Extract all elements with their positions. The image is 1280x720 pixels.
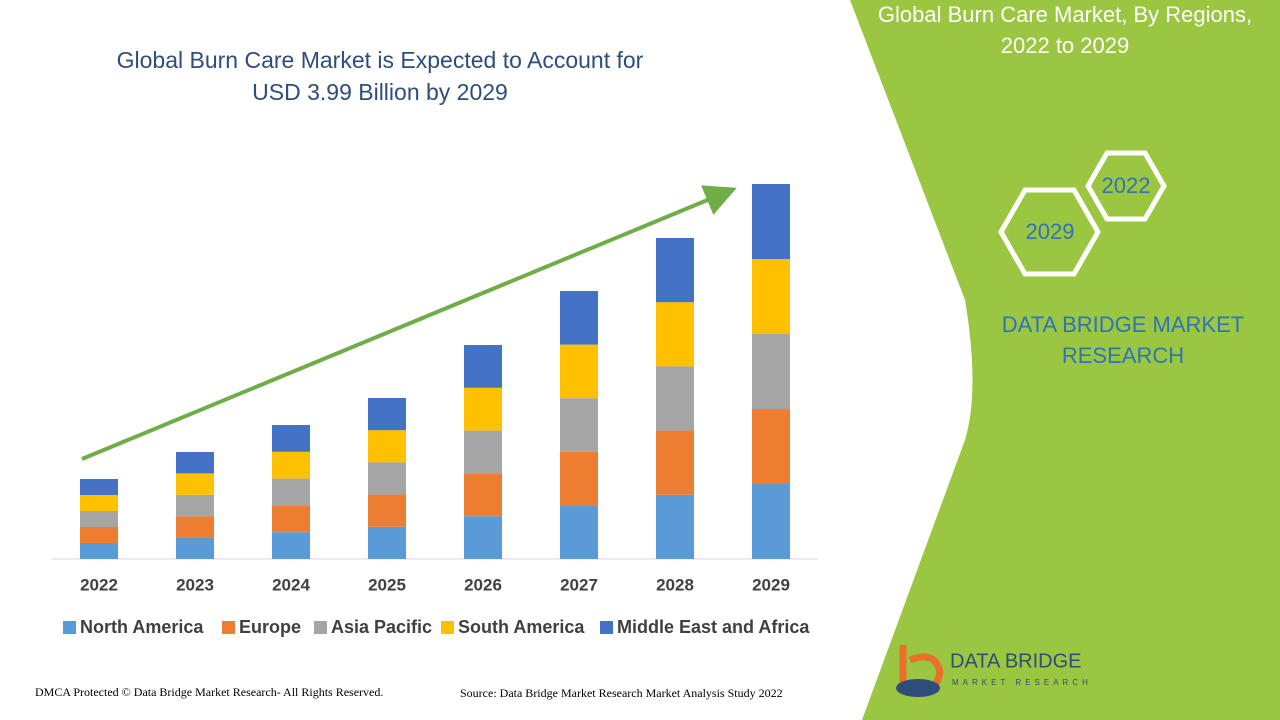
- bar-segment: [176, 473, 214, 495]
- green-panel: [850, 0, 1280, 720]
- x-tick-label: 2024: [272, 575, 310, 594]
- bar-segment: [368, 430, 406, 463]
- bar-segment: [80, 495, 118, 511]
- bar-segment: [272, 505, 310, 533]
- source: Source: Data Bridge Market Research Mark…: [460, 686, 783, 700]
- bar-segment: [560, 344, 598, 399]
- bar-segment: [176, 537, 214, 559]
- bar-segment: [272, 478, 310, 506]
- bar-segment: [464, 345, 502, 388]
- legend-swatch: [63, 621, 76, 634]
- trend-arrow: [81, 185, 737, 461]
- chart-title: Global Burn Care Market is Expected to A…: [117, 47, 644, 73]
- bar-segment: [752, 484, 790, 559]
- legend-swatch: [600, 621, 613, 634]
- bar-segment: [560, 505, 598, 559]
- hex-label: 2022: [1102, 173, 1151, 198]
- bar-segment: [464, 516, 502, 559]
- panel-title: Global Burn Care Market, By Regions,: [878, 2, 1252, 27]
- bar-segment: [464, 430, 502, 474]
- panel-title: 2022 to 2029: [1001, 33, 1129, 58]
- bar-segment: [560, 398, 598, 452]
- legend-swatch: [222, 621, 235, 634]
- bar-segment: [752, 334, 790, 409]
- bar-segment: [176, 494, 214, 517]
- bar-segment: [752, 409, 790, 484]
- bar-segment: [272, 532, 310, 559]
- x-tick-label: 2026: [464, 575, 502, 594]
- legend-label: South America: [458, 617, 585, 637]
- bar-segment: [656, 430, 694, 495]
- bar-segment: [464, 387, 502, 431]
- bar-segment: [560, 451, 598, 506]
- brand-text: DATA BRIDGE MARKET: [1002, 312, 1244, 337]
- bar-segment: [656, 238, 694, 303]
- hexagon: [998, 187, 1101, 277]
- copyright: DMCA Protected © Data Bridge Market Rese…: [35, 685, 383, 699]
- x-tick-label: 2029: [752, 575, 790, 594]
- bar-segment: [752, 259, 790, 334]
- x-tick-label: 2028: [656, 575, 694, 594]
- hexagon: [1085, 150, 1167, 222]
- bar-segment: [80, 543, 118, 559]
- legend-swatch: [314, 621, 327, 634]
- x-tick-label: 2027: [560, 575, 598, 594]
- x-tick-label: 2025: [368, 575, 406, 594]
- legend-label: Middle East and Africa: [617, 617, 810, 637]
- bar-segment: [656, 366, 694, 431]
- legend-swatch: [441, 621, 454, 634]
- logo-icon: [896, 679, 940, 697]
- x-tick-label: 2022: [80, 575, 118, 594]
- logo-tagline: MARKET RESEARCH: [952, 678, 1092, 687]
- bar-segment: [464, 473, 502, 517]
- bar-segment: [272, 451, 310, 479]
- bar-segment: [656, 302, 694, 367]
- bar-segment: [176, 452, 214, 474]
- bar-segment: [272, 425, 310, 452]
- bar-segment: [656, 494, 694, 559]
- legend-label: Asia Pacific: [331, 617, 432, 637]
- bar-segment: [368, 526, 406, 559]
- chart-subtitle: USD 3.99 Billion by 2029: [252, 79, 508, 105]
- bar-segment: [80, 527, 118, 543]
- bar-segment: [368, 462, 406, 495]
- bar-segment: [80, 511, 118, 527]
- bar-segment: [560, 291, 598, 345]
- bar-segment: [368, 398, 406, 431]
- legend-label: Europe: [239, 617, 301, 637]
- bar-segment: [368, 494, 406, 527]
- legend-label: North America: [80, 617, 204, 637]
- bar-segment: [752, 184, 790, 259]
- bar-segment: [80, 479, 118, 495]
- hex-label: 2029: [1026, 219, 1075, 244]
- brand-text: RESEARCH: [1062, 343, 1184, 368]
- bar-segment: [176, 516, 214, 538]
- logo-name: DATA BRIDGE: [950, 650, 1082, 672]
- x-tick-label: 2023: [176, 575, 214, 594]
